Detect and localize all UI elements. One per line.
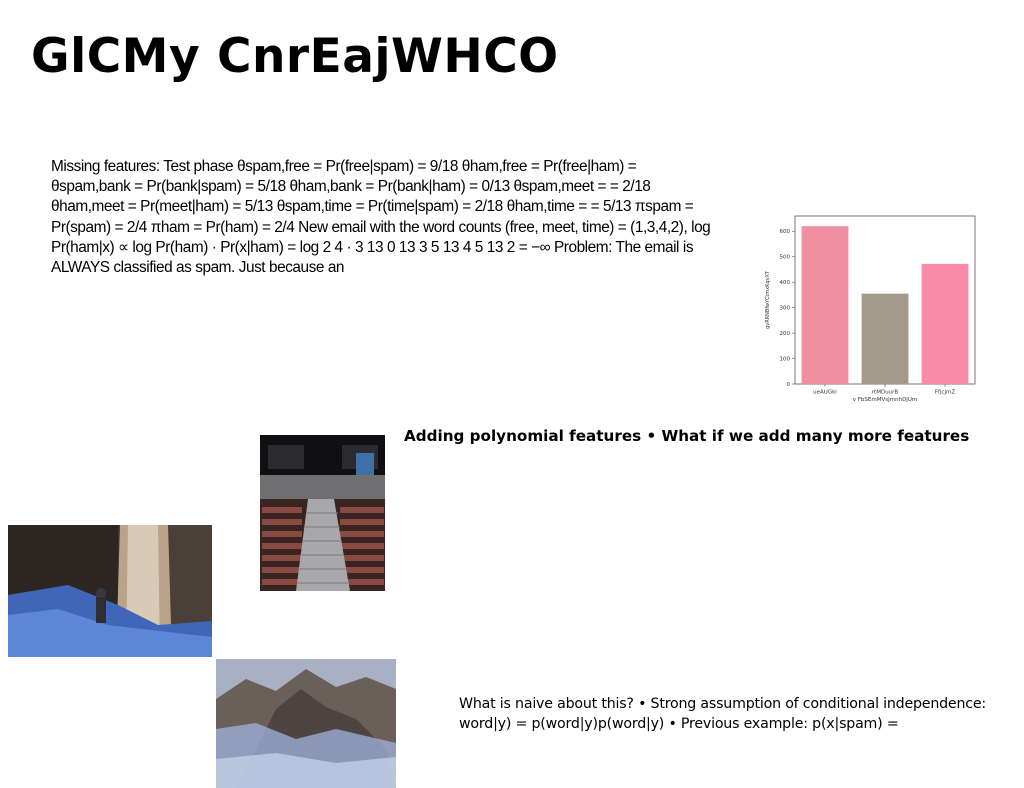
body-text: Missing features: Test phase θspam,free … [51,158,711,277]
chart-y-tick-label: 0 [787,382,791,388]
chart-bar [801,226,849,384]
chart-y-tick-label: 600 [780,229,791,235]
waterfall-hiker-photo [8,525,212,657]
chart-x-ticks: ueAUGki rtMDuurB FfjcjmZ [813,384,955,396]
bottom-text: What is naive about this? • Strong assum… [459,696,986,732]
slide-title: GlCMy CnrEajWHCO [31,29,559,84]
chart-y-tick-label: 200 [780,331,791,337]
chart-y-axis-label: gvRRNBfwYCtmxKqvXT [765,270,771,329]
section-heading: Adding polynomial features • What if we … [404,427,970,445]
chart-bar [921,263,969,384]
chart-x-tick-label: FfjcjmZ [935,390,956,396]
chart-y-tick-label: 500 [780,255,791,261]
stadium-seats-photo [260,435,385,591]
misty-mountain-photo [216,659,396,788]
chart-x-tick-label: ueAUGki [813,390,837,396]
chart-bar [861,293,909,384]
chart-y-tick-label: 400 [780,280,791,286]
bar-chart: 0 100 200 300 400 500 600 ueAUGki rtMDuurB Ffjcj… [765,215,976,403]
chart-y-ticks: 0 100 200 300 400 500 600 [780,229,795,388]
chart-y-tick-label: 300 [780,305,791,311]
chart-x-axis-label: v FbSEmMVsJmnhDjUm [853,397,917,403]
chart-y-tick-label: 100 [780,356,791,362]
chart-bars [801,226,969,384]
chart-x-tick-label: rtMDuurB [872,390,899,396]
